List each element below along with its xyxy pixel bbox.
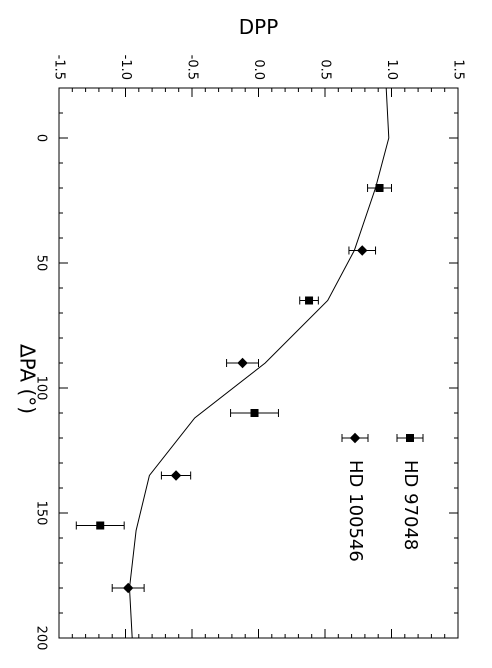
pa-tick-label: 50 xyxy=(34,255,49,272)
legend: HD 97048 HD 100546 xyxy=(341,432,424,562)
pa-tick-label: 200 xyxy=(34,626,49,651)
legend-hd-100546-marker xyxy=(349,432,361,444)
dpp-tick-label: -1.5 xyxy=(52,55,67,80)
legend-hd-100546-label: HD 100546 xyxy=(345,460,366,562)
hd-100546-data-point xyxy=(357,245,368,256)
dpp-axis-title: DPP xyxy=(239,15,279,39)
hd-100546-data-point xyxy=(170,470,182,481)
hd-97048-data-point xyxy=(375,184,384,192)
pa-tick-label: 100 xyxy=(34,376,49,401)
dpp-tick-label: -1.0 xyxy=(118,55,133,80)
dpp-tick-label: 1.0 xyxy=(384,59,399,80)
pa-tick-label: 150 xyxy=(34,501,49,526)
hd-97048-data-point xyxy=(96,521,105,530)
dpp-tick-label: 1.5 xyxy=(451,59,466,80)
dpp-tick-label: 0.5 xyxy=(318,59,333,80)
model-curve xyxy=(128,87,390,639)
hd-100546-data-point xyxy=(237,357,248,369)
legend-hd-97048-marker xyxy=(406,434,414,442)
model-curve-layer xyxy=(128,87,390,639)
hd-100546-data-point xyxy=(122,582,134,594)
legend-hd-97048-label: HD 97048 xyxy=(400,460,421,550)
dpp-tick-label: -0.5 xyxy=(185,55,200,80)
dpp-tick-label: 0.0 xyxy=(251,59,266,80)
axis-ticks: -1.5 -1.0 -0.5 0.0 0.5 1.0 1.5 0 50 100 150 200 xyxy=(34,55,466,651)
axis-labels: DPP ΔPA (°) xyxy=(16,15,279,414)
pa-tick-label: 0 xyxy=(34,134,49,142)
hd-97048-data-point xyxy=(250,409,259,417)
pa-axis-title: ΔPA (°) xyxy=(16,344,40,414)
hd-97048-data-point xyxy=(305,296,314,305)
data-points-layer xyxy=(75,184,392,594)
